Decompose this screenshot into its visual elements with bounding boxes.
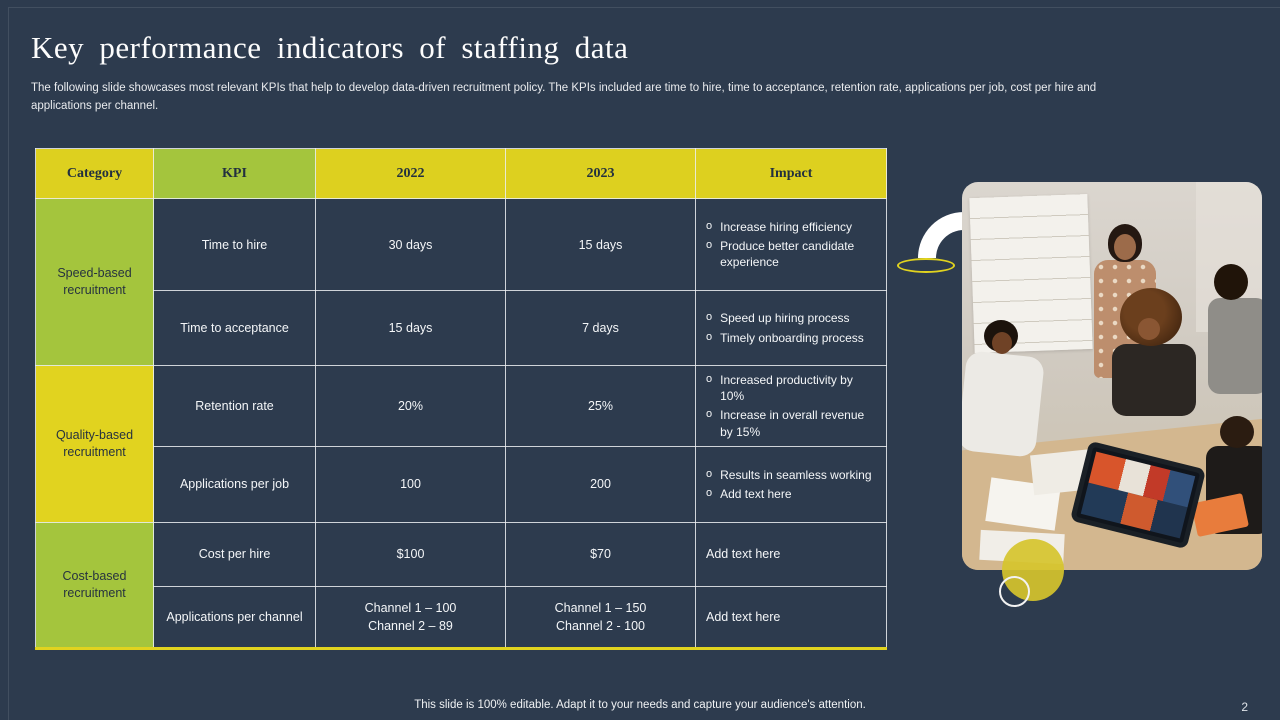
slide-subtitle: The following slide showcases most relev… xyxy=(31,82,1097,112)
value-2022: Channel 1 – 100 Channel 2 – 89 xyxy=(315,585,506,650)
kpi-cell: Applications per channel xyxy=(153,585,316,650)
table-row: Cost-based recruitment Cost per hire $10… xyxy=(35,521,887,650)
category-cell-quality: Quality-based recruitment xyxy=(35,365,154,523)
category-cell-speed: Speed-based recruitment xyxy=(35,198,154,366)
table-row: Time to acceptance 15 days 7 days o Spee… xyxy=(36,290,887,366)
impact-text: Add text here xyxy=(720,486,792,501)
table-row: Applications per channel Channel 1 – 100… xyxy=(36,585,887,650)
impact-bullet: o Increase in overall revenue by 15% xyxy=(706,407,880,439)
circle-bullet-icon: o xyxy=(706,330,713,343)
impact-text: Increase in overall revenue by 15% xyxy=(720,408,865,439)
impact-cell: Add text here xyxy=(695,585,887,650)
impact-cell: Add text here xyxy=(695,521,887,587)
impact-cell: o Speed up hiring process o Timely onboa… xyxy=(695,290,887,366)
impact-cell: o Results in seamless working o Add text… xyxy=(695,445,887,523)
impact-bullet: o Results in seamless working xyxy=(706,467,880,483)
value-2023: 25% xyxy=(505,365,696,447)
circle-bullet-icon: o xyxy=(706,219,713,232)
circle-outline-decoration xyxy=(999,576,1030,607)
photo-person-left-body xyxy=(962,350,1046,458)
table-header-row: Category KPI 2022 2023 Impact xyxy=(35,148,887,199)
impact-text: Timely onboarding process xyxy=(720,330,864,345)
impact-text: Produce better candidate experience xyxy=(720,238,855,270)
value-2023: $70 xyxy=(505,521,696,587)
col-header-impact: Impact xyxy=(695,148,887,199)
kpi-cell: Retention rate xyxy=(153,365,316,447)
value-2022: 30 days xyxy=(315,198,506,291)
circle-bullet-icon: o xyxy=(706,238,713,251)
photo-person-standing-face xyxy=(1114,234,1136,260)
value-2023: 200 xyxy=(505,445,696,523)
ellipse-outline-decoration xyxy=(897,258,955,273)
circle-bullet-icon: o xyxy=(706,486,713,499)
photo-person-bottom-right-hair xyxy=(1220,416,1254,448)
impact-bullet: o Speed up hiring process xyxy=(706,310,880,326)
table-row: Applications per job 100 200 o Results i… xyxy=(36,445,887,523)
value-2022: $100 xyxy=(315,521,506,587)
category-cell-cost: Cost-based recruitment xyxy=(35,521,154,650)
col-header-kpi: KPI xyxy=(153,148,316,199)
value-2022: 100 xyxy=(315,445,506,523)
impact-text: Results in seamless working xyxy=(720,467,872,482)
impact-bullet: o Produce better candidate experience xyxy=(706,238,880,270)
col-header-category: Category xyxy=(35,148,154,199)
impact-bullet: o Add text here xyxy=(706,486,880,502)
page-title: Key performance indicators of staffing d… xyxy=(31,30,629,65)
kpi-table: Category KPI 2022 2023 Impact Speed-base… xyxy=(35,148,887,650)
circle-bullet-icon: o xyxy=(706,373,713,385)
circle-bullet-icon: o xyxy=(706,311,713,324)
photo-person-left-face xyxy=(992,332,1012,354)
photo-tablet-screen xyxy=(1080,451,1196,539)
impact-bullet: o Increase hiring efficiency xyxy=(706,219,880,235)
impact-text: Increase hiring efficiency xyxy=(720,219,852,234)
value-2022: 20% xyxy=(315,365,506,447)
kpi-cell: Cost per hire xyxy=(153,521,316,587)
page-number: 2 xyxy=(1241,700,1248,714)
value-2023: 7 days xyxy=(505,290,696,366)
table-row: Quality-based recruitment Retention rate… xyxy=(35,365,887,523)
footer-note: This slide is 100% editable. Adapt it to… xyxy=(414,699,866,711)
table-row: Speed-based recruitment Time to hire 30 … xyxy=(35,198,887,366)
kpi-cell: Time to hire xyxy=(153,198,316,291)
photo-person-center-body xyxy=(1112,344,1196,416)
col-header-2022: 2022 xyxy=(315,148,506,199)
impact-bullet: o Increased productivity by 10% xyxy=(706,372,880,404)
kpi-cell: Time to acceptance xyxy=(153,290,316,366)
impact-text: Increased productivity by 10% xyxy=(720,373,853,404)
value-2023: Channel 1 – 150 Channel 2 - 100 xyxy=(505,585,696,650)
team-photo xyxy=(962,182,1262,570)
col-header-2023: 2023 xyxy=(505,148,696,199)
circle-bullet-icon: o xyxy=(706,467,713,480)
circle-bullet-icon: o xyxy=(706,408,713,421)
impact-cell: o Increase hiring efficiency o Produce b… xyxy=(695,198,887,291)
kpi-cell: Applications per job xyxy=(153,445,316,523)
value-2022: 15 days xyxy=(315,290,506,366)
photo-person-right-hair xyxy=(1214,264,1248,300)
impact-bullet: o Timely onboarding process xyxy=(706,330,880,346)
photo-person-center-face xyxy=(1138,318,1160,340)
photo-person-right-body xyxy=(1208,298,1262,394)
impact-cell: o Increased productivity by 10% o Increa… xyxy=(695,365,887,447)
impact-text: Speed up hiring process xyxy=(720,311,850,326)
value-2023: 15 days xyxy=(505,198,696,291)
